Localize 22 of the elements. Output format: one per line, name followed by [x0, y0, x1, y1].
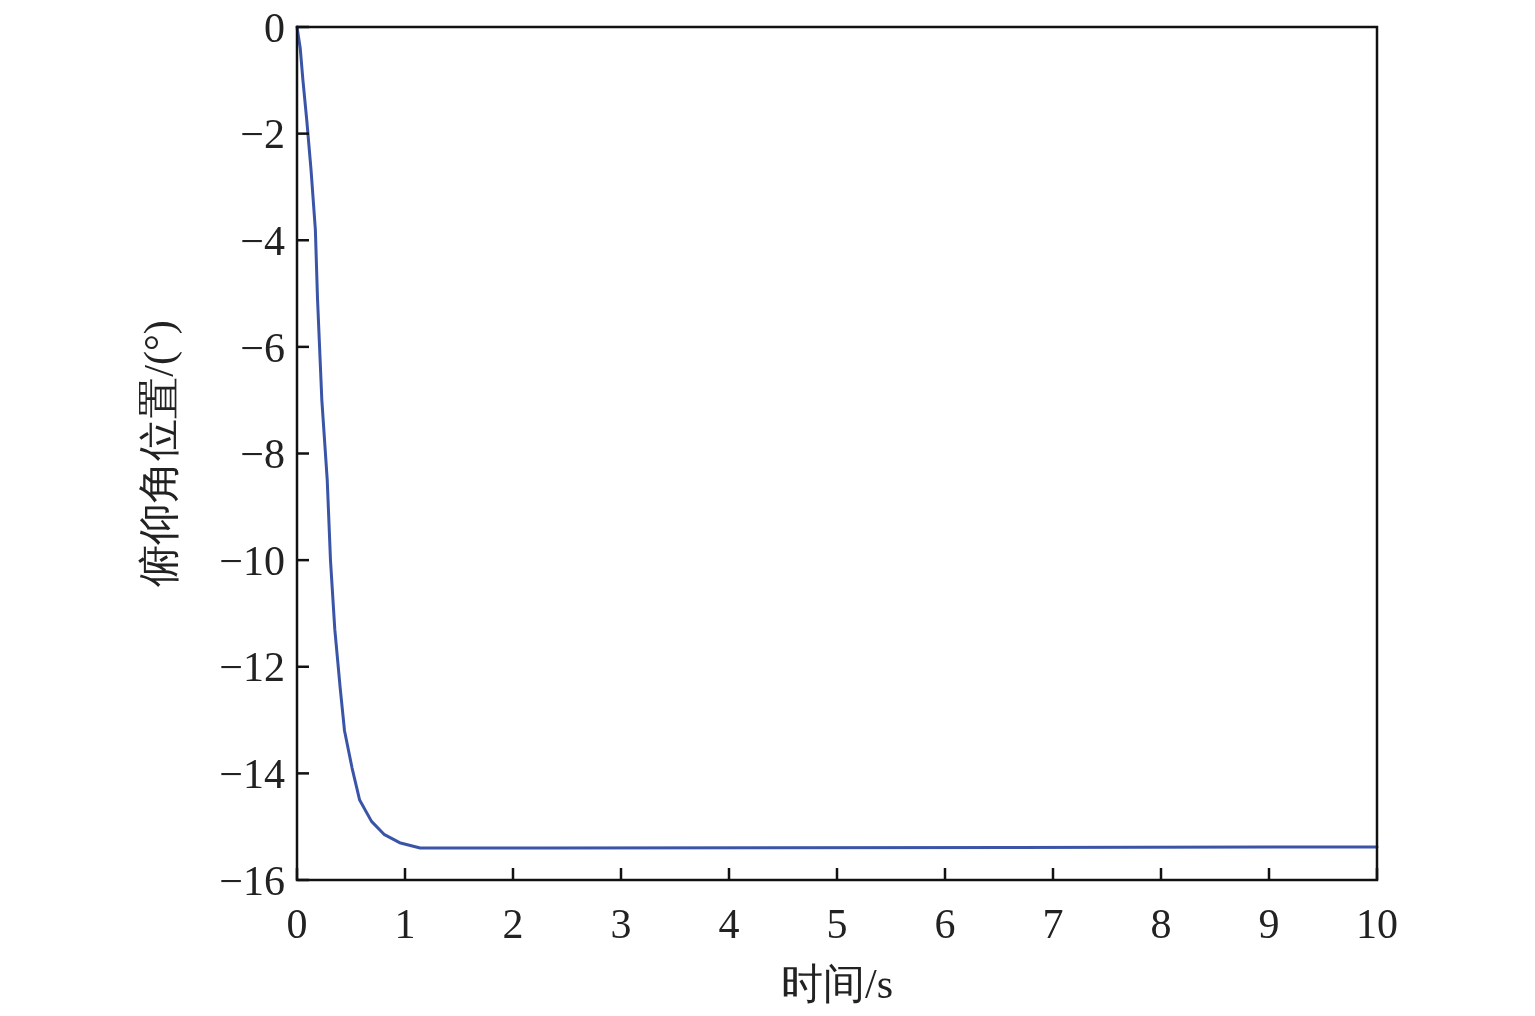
- x-tick-label: 3: [610, 901, 632, 947]
- y-tick-label: −4: [240, 217, 285, 264]
- y-tick-label: −8: [240, 431, 285, 478]
- x-axis-title: 时间/s: [780, 961, 894, 1007]
- y-tick-label: −6: [240, 324, 285, 371]
- x-tick-label: 10: [1356, 901, 1398, 947]
- y-axis-title: 俯仰角位置/(°): [136, 320, 183, 587]
- y-tick-label: 0: [264, 4, 285, 51]
- x-tick-label: 1: [394, 901, 416, 947]
- x-tick-label: 8: [1150, 901, 1172, 947]
- y-tick-label: −16: [219, 857, 285, 904]
- y-tick-label: −2: [240, 111, 285, 158]
- x-tick-label: 4: [718, 901, 740, 947]
- y-tick-label: −14: [219, 751, 285, 798]
- x-tick-label: 6: [934, 901, 956, 947]
- x-tick-label: 5: [826, 901, 848, 947]
- x-tick-label: 2: [502, 901, 524, 947]
- y-tick-label: −10: [219, 537, 285, 584]
- y-tick-label: −12: [219, 644, 285, 691]
- x-tick-label: 7: [1042, 901, 1064, 947]
- x-tick-label: 9: [1258, 901, 1280, 947]
- line-series: [295, 25, 1379, 850]
